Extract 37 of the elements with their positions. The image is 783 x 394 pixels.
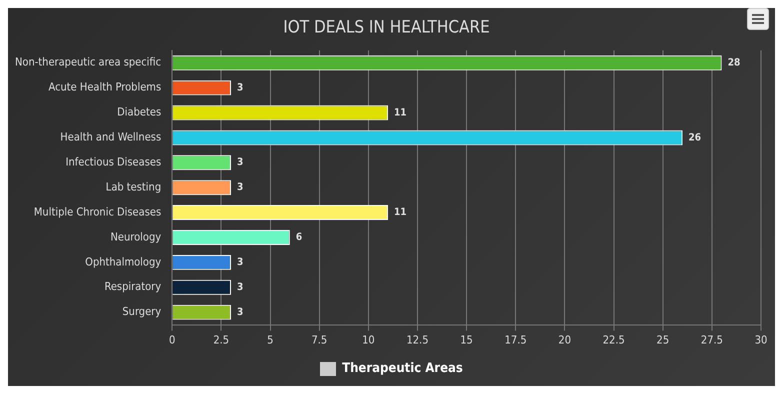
y-tick-label: Infectious Diseases	[66, 156, 162, 169]
y-tick-label: Neurology	[110, 230, 162, 244]
y-tick-label: Surgery	[122, 305, 162, 318]
y-tick-label: Acute Health Problems	[48, 80, 162, 94]
data-label: 3	[237, 82, 244, 94]
y-tick-label: Multiple Chronic Diseases	[34, 205, 162, 218]
data-label: 28	[728, 57, 740, 68]
x-tick-label: 10	[362, 333, 375, 346]
data-label: 3	[237, 282, 244, 293]
x-tick-label: 0	[168, 333, 176, 346]
data-label: 3	[237, 157, 244, 168]
x-tick-label: 5	[267, 333, 274, 346]
x-tick-label: 12.5	[406, 333, 428, 346]
y-tick-label: Ophthalmology	[85, 255, 162, 268]
y-tick-label: Non-therapeutic area specific	[14, 56, 162, 69]
data-label: 11	[394, 207, 407, 218]
y-tick-label: Respiratory	[104, 280, 162, 294]
x-tick-label: 15	[460, 333, 473, 346]
data-label: 3	[237, 257, 244, 268]
data-label: 3	[237, 182, 244, 194]
chart-title: IOT DEALS IN HEALTHCARE	[283, 18, 490, 38]
x-tick-label: 7.5	[311, 333, 328, 346]
text: Therapeutic Areas	[342, 361, 463, 376]
x-tick-label: 30	[754, 333, 768, 346]
y-tick-label: Lab testing	[106, 180, 162, 194]
x-tick-label: 25	[656, 333, 670, 346]
data-label: 11	[394, 107, 407, 118]
y-tick-label: Diabetes	[117, 106, 162, 119]
data-label: 3	[237, 306, 244, 318]
x-tick-label: 17.5	[504, 333, 527, 346]
x-tick-label: 22.5	[602, 333, 625, 346]
data-label: 6	[296, 232, 302, 244]
x-tick-label: 20	[558, 333, 571, 346]
data-label: 26	[688, 132, 702, 144]
x-tick-label: 2.5	[213, 333, 230, 346]
y-tick-label: Health and Wellness	[60, 130, 162, 144]
x-tick-label: 27.5	[700, 333, 723, 346]
